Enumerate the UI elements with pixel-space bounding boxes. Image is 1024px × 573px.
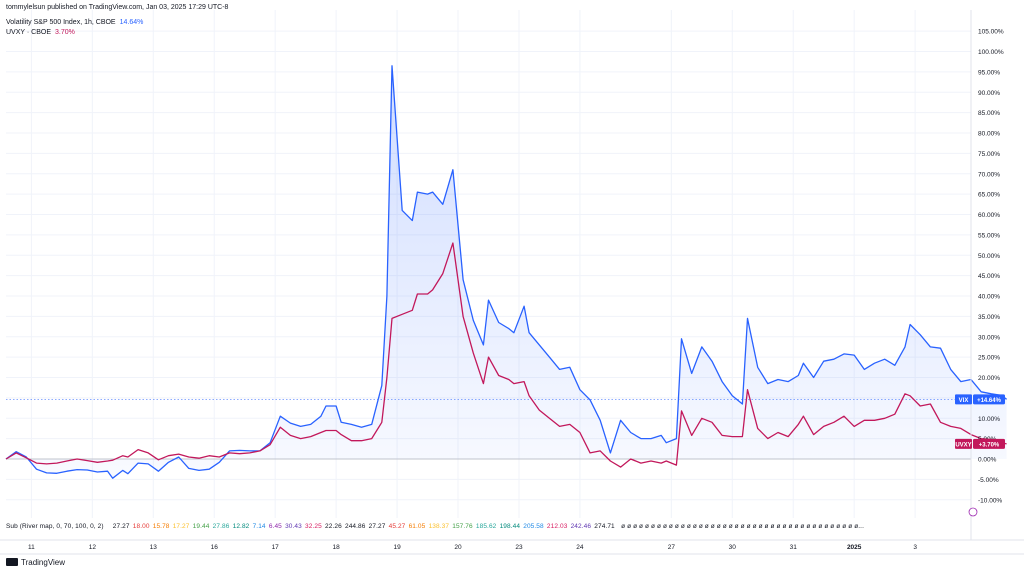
indicator-value: 242.46 xyxy=(570,523,592,530)
indicator-value: 185.62 xyxy=(475,523,497,530)
indicator-value: 244.86 xyxy=(344,523,366,530)
y-tick-label: -5.00% xyxy=(978,477,999,484)
indicator-value: 27.27 xyxy=(112,523,130,530)
x-tick-label: 31 xyxy=(790,544,798,551)
uvxy-line[interactable] xyxy=(5,242,1007,468)
x-tick-label: 13 xyxy=(150,544,158,551)
indicator-value: 22.26 xyxy=(325,523,342,530)
indicator-value: 7.14 xyxy=(252,523,266,530)
indicator-value: 45.27 xyxy=(388,523,406,530)
uvxy-series-tag-text: UVXY xyxy=(955,442,971,448)
indicator-values: 27.27 18.00 15.78 17.27 19.44 27.86 12.82 7.14 6… xyxy=(107,523,618,530)
indicator-value: 12.82 xyxy=(232,523,250,530)
uvxy-series-tag xyxy=(955,438,972,449)
y-tick-label: 25.00% xyxy=(978,355,1000,362)
legend-vix[interactable]: Volatility S&P 500 Index, 1h, CBOE 14.64% xyxy=(6,19,143,26)
x-tick-label: 2025 xyxy=(847,544,862,551)
footer-brand-text: TradingView xyxy=(21,558,66,567)
vix-series-tag xyxy=(955,394,972,405)
vix-line[interactable] xyxy=(5,65,1007,479)
x-tick-label: 24 xyxy=(576,544,584,551)
y-tick-label: 0.00% xyxy=(978,457,997,464)
indicator-value: 61.05 xyxy=(408,523,426,530)
legend-vix-label: Volatility S&P 500 Index, 1h, CBOE xyxy=(6,19,116,26)
y-tick-label: 55.00% xyxy=(978,232,1000,239)
indicator-value: 274.71 xyxy=(594,523,615,530)
legend-vix-value: 14.64% xyxy=(119,19,144,26)
x-tick-label: 11 xyxy=(28,544,35,551)
indicator-value: 198.44 xyxy=(499,523,521,530)
x-tick-label: 20 xyxy=(454,544,462,551)
alert-marker-icon[interactable] xyxy=(968,507,978,517)
indicator-value: 17.27 xyxy=(172,523,190,530)
footer-brand[interactable]: TradingView xyxy=(6,558,65,567)
indicator-value: 27.27 xyxy=(368,523,386,530)
y-tick-label: 30.00% xyxy=(978,334,1000,341)
vix-area-fill xyxy=(6,65,1007,479)
publisher-line: tommylelsun published on TradingView.com… xyxy=(6,4,229,11)
x-tick-label: 23 xyxy=(515,544,523,551)
indicator-value: 27.86 xyxy=(212,523,230,530)
indicator-legend[interactable]: Sub (River map, 0, 70, 100, 0, 2) 27.27 18… xyxy=(6,523,867,530)
y-tick-label: 45.00% xyxy=(978,273,1000,280)
y-tick-label: 100.00% xyxy=(978,49,1004,56)
legend-uvxy[interactable]: UVXY · CBOE 3.70% xyxy=(6,29,75,36)
x-tick-label: 30 xyxy=(729,544,737,551)
indicator-label: Sub (River map, 0, 70, 100, 0, 2) xyxy=(6,523,104,530)
x-tick-label: 16 xyxy=(211,544,219,551)
vix-series-tag-text: VIX xyxy=(959,398,969,404)
indicator-value: 157.76 xyxy=(452,523,473,530)
x-tick-label: 17 xyxy=(272,544,280,551)
uvxy-price-tag-text: +3.70% xyxy=(979,442,1000,448)
y-tick-label: 105.00% xyxy=(978,29,1004,36)
uvxy-price-tag xyxy=(973,438,1005,449)
x-tick-label: 19 xyxy=(393,544,401,551)
y-tick-label: 60.00% xyxy=(978,212,1000,219)
indicator-value: 138.37 xyxy=(428,523,450,530)
x-tick-label: 27 xyxy=(668,544,676,551)
x-tick-label: 3 xyxy=(913,544,917,551)
y-tick-label: 20.00% xyxy=(978,375,1000,382)
legend-uvxy-label: UVXY · CBOE xyxy=(6,29,51,36)
indicator-value: 6.45 xyxy=(268,523,282,530)
y-tick-label: 35.00% xyxy=(978,314,1000,321)
y-tick-label: 75.00% xyxy=(978,151,1000,158)
indicator-trailing: ø ø ø ø ø ø ø ø ø ø ø ø ø ø ø ø ø ø ø ø … xyxy=(621,523,864,530)
indicator-value: 18.00 xyxy=(132,523,150,530)
vix-price-tag xyxy=(973,394,1005,405)
indicator-value: 32.25 xyxy=(305,523,322,530)
y-tick-label: 90.00% xyxy=(978,90,1000,97)
y-tick-label: 80.00% xyxy=(978,131,1000,138)
y-tick-label: 40.00% xyxy=(978,294,1000,301)
indicator-value: 19.44 xyxy=(192,523,210,530)
indicator-value: 212.03 xyxy=(546,523,568,530)
y-tick-label: 70.00% xyxy=(978,171,1000,178)
indicator-value: 30.43 xyxy=(285,523,302,530)
indicator-value: 205.58 xyxy=(523,523,544,530)
x-tick-label: 18 xyxy=(333,544,341,551)
y-tick-label: 65.00% xyxy=(978,192,1000,199)
vix-price-tag-text: +14.64% xyxy=(977,398,1002,404)
y-tick-label: 95.00% xyxy=(978,69,1000,76)
legend-uvxy-value: 3.70% xyxy=(55,29,75,36)
indicator-value: 15.78 xyxy=(152,523,170,530)
y-tick-label: -10.00% xyxy=(978,497,1002,504)
y-tick-label: 10.00% xyxy=(978,416,1000,423)
y-tick-label: 85.00% xyxy=(978,110,1000,117)
tradingview-logo-icon xyxy=(6,558,18,566)
y-tick-label: 50.00% xyxy=(978,253,1000,260)
x-tick-label: 12 xyxy=(89,544,97,551)
